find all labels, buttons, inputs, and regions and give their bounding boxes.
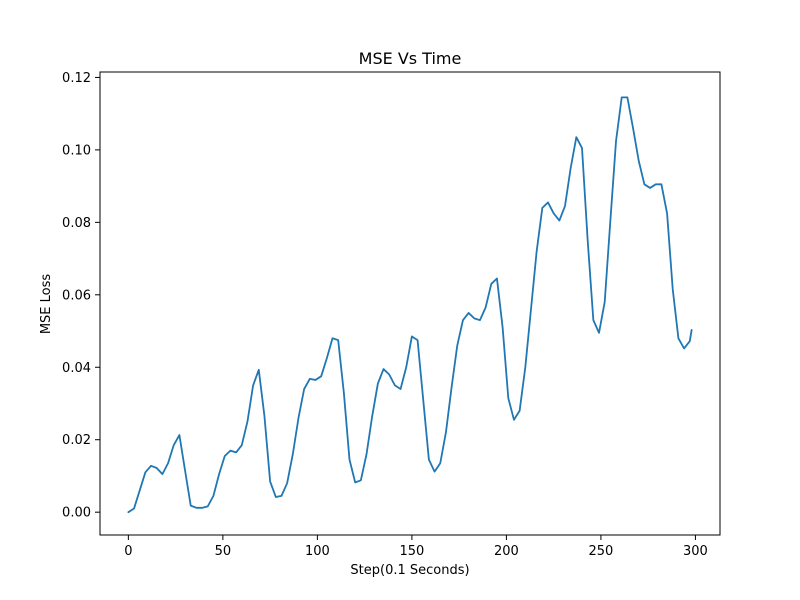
x-tick-label: 0 bbox=[124, 544, 132, 559]
y-tick-label: 0.12 bbox=[62, 71, 91, 86]
y-axis-label: MSE Loss bbox=[39, 274, 54, 335]
x-axis-label: Step(0.1 Seconds) bbox=[350, 563, 469, 578]
x-tick-label: 50 bbox=[215, 544, 232, 559]
series-layer bbox=[127, 96, 693, 514]
y-tick-label: 0.00 bbox=[62, 506, 91, 521]
y-axis-ticks: 0.00 0.02 0.04 0.06 0.08 0.10 0.12 bbox=[62, 71, 100, 521]
chart-title: MSE Vs Time bbox=[359, 49, 462, 68]
plot-frame bbox=[99, 71, 721, 536]
x-axis-ticks: 0 50 100 150 200 250 300 bbox=[124, 535, 708, 559]
x-tick-label: 250 bbox=[589, 544, 614, 559]
series-line-0 bbox=[127, 96, 693, 514]
y-tick-label: 0.02 bbox=[62, 433, 91, 448]
y-tick-label: 0.06 bbox=[62, 288, 91, 303]
y-tick-label: 0.08 bbox=[62, 216, 91, 231]
y-tick-label: 0.10 bbox=[62, 143, 91, 158]
x-tick-label: 150 bbox=[399, 544, 424, 559]
x-tick-label: 200 bbox=[494, 544, 519, 559]
x-tick-label: 100 bbox=[305, 544, 330, 559]
y-tick-label: 0.04 bbox=[62, 361, 91, 376]
x-tick-label: 300 bbox=[683, 544, 708, 559]
